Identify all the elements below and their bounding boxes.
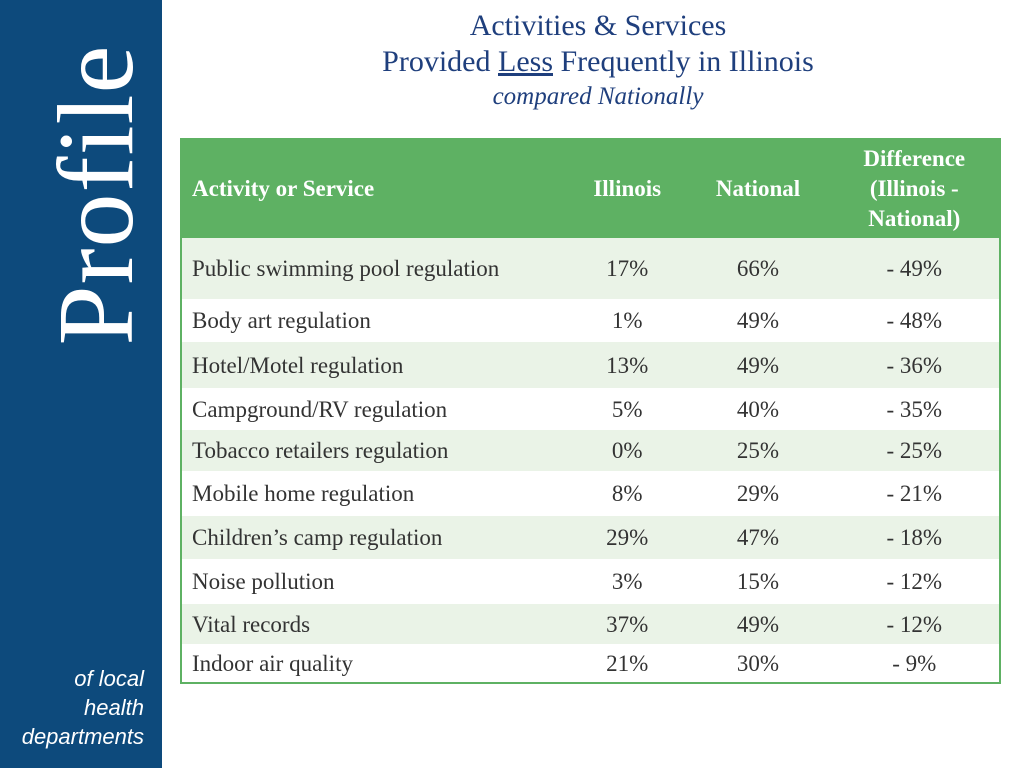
- cell-national: 66%: [736, 256, 780, 281]
- cell-activity: Mobile home regulation: [192, 481, 415, 506]
- activities-table: Activity or Service Illinois National Di…: [180, 138, 1001, 684]
- cell-activity: Public swimming pool regulation: [192, 256, 500, 281]
- cell-illinois: 17%: [606, 256, 649, 281]
- title-line-2-before: Provided: [382, 45, 498, 78]
- sidebar-subtitle: of local health departments: [22, 664, 144, 751]
- cell-illinois: 13%: [606, 352, 649, 378]
- cell-national: 25%: [736, 438, 780, 463]
- cell-illinois: 29%: [606, 525, 649, 550]
- cell-difference: - 12%: [886, 569, 943, 594]
- cell-national: 15%: [736, 569, 780, 594]
- cell-activity: Children’s camp regulation: [192, 525, 443, 550]
- title-subtitle: compared Nationally: [492, 83, 704, 110]
- table-row: Children’s camp regulation 29% 47% - 18%: [181, 516, 1000, 559]
- cell-national: 29%: [736, 481, 780, 506]
- cell-activity: Body art regulation: [192, 308, 371, 333]
- table-row: Noise pollution 3% 15% - 12%: [181, 559, 1000, 604]
- cell-difference: - 36%: [886, 352, 943, 378]
- title-line-1: Activities & Services: [469, 9, 727, 42]
- cell-illinois: 8%: [611, 481, 643, 506]
- cell-illinois: 0%: [611, 438, 643, 463]
- cell-activity: Vital records: [192, 611, 311, 637]
- cell-activity: Noise pollution: [192, 569, 335, 594]
- table-row: Indoor air quality 21% 30% - 9%: [181, 644, 1000, 683]
- cell-national: 49%: [736, 611, 780, 637]
- table-row: Tobacco retailers regulation 0% 25% - 25…: [181, 430, 1000, 471]
- table-row: Body art regulation 1% 49% - 48%: [181, 299, 1000, 342]
- cell-national: 49%: [736, 352, 780, 378]
- table-row: Vital records 37% 49% - 12%: [181, 604, 1000, 644]
- cell-difference: - 21%: [886, 481, 943, 506]
- title-underlined-word: Less: [498, 45, 553, 78]
- cell-difference: - 35%: [886, 396, 943, 422]
- cell-national: 49%: [736, 308, 780, 333]
- table-header-row: Activity or Service Illinois National Di…: [181, 139, 1000, 238]
- cell-illinois: 37%: [606, 611, 649, 637]
- cell-difference: - 9%: [892, 650, 937, 676]
- page-title: Activities & Services Provided Less Freq…: [180, 8, 1016, 114]
- header-activity: Activity or Service: [181, 139, 568, 238]
- cell-illinois: 5%: [611, 396, 643, 422]
- cell-national: 40%: [736, 396, 780, 422]
- sidebar-subtitle-line: health: [84, 695, 144, 720]
- cell-national: 30%: [736, 650, 780, 676]
- table-row: Campground/RV regulation 5% 40% - 35%: [181, 388, 1000, 430]
- header-difference-line: National): [868, 206, 961, 231]
- table-row: Mobile home regulation 8% 29% - 21%: [181, 471, 1000, 516]
- sidebar-subtitle-line: of local: [74, 666, 144, 691]
- cell-difference: - 12%: [886, 611, 943, 637]
- header-difference-line: (Illinois -: [869, 176, 959, 201]
- cell-difference: - 48%: [886, 308, 943, 333]
- table-row: Public swimming pool regulation 17% 66% …: [181, 238, 1000, 299]
- header-difference-line: Difference: [863, 146, 966, 171]
- title-line-2-after: Frequently in Illinois: [553, 45, 814, 78]
- sidebar-subtitle-line: departments: [21, 724, 144, 749]
- cell-difference: - 18%: [886, 525, 943, 550]
- cell-activity: Indoor air quality: [192, 650, 353, 676]
- cell-illinois: 21%: [606, 650, 649, 676]
- table-row: Hotel/Motel regulation 13% 49% - 36%: [181, 342, 1000, 388]
- sidebar: Profile of local health departments: [0, 0, 162, 768]
- cell-difference: - 25%: [886, 438, 943, 463]
- header-difference: Difference (Illinois - National): [829, 139, 1000, 238]
- cell-national: 47%: [736, 525, 780, 550]
- cell-difference: - 49%: [886, 256, 943, 281]
- title-line-2: Provided Less Frequently in Illinois: [180, 44, 1016, 80]
- cell-activity: Campground/RV regulation: [192, 396, 448, 422]
- header-illinois: Illinois: [568, 139, 687, 238]
- cell-activity: Hotel/Motel regulation: [192, 352, 404, 378]
- profile-vertical-title: Profile: [37, 44, 156, 346]
- cell-illinois: 1%: [611, 308, 643, 333]
- header-national: National: [686, 139, 830, 238]
- cell-illinois: 3%: [611, 569, 643, 594]
- cell-activity: Tobacco retailers regulation: [192, 438, 449, 463]
